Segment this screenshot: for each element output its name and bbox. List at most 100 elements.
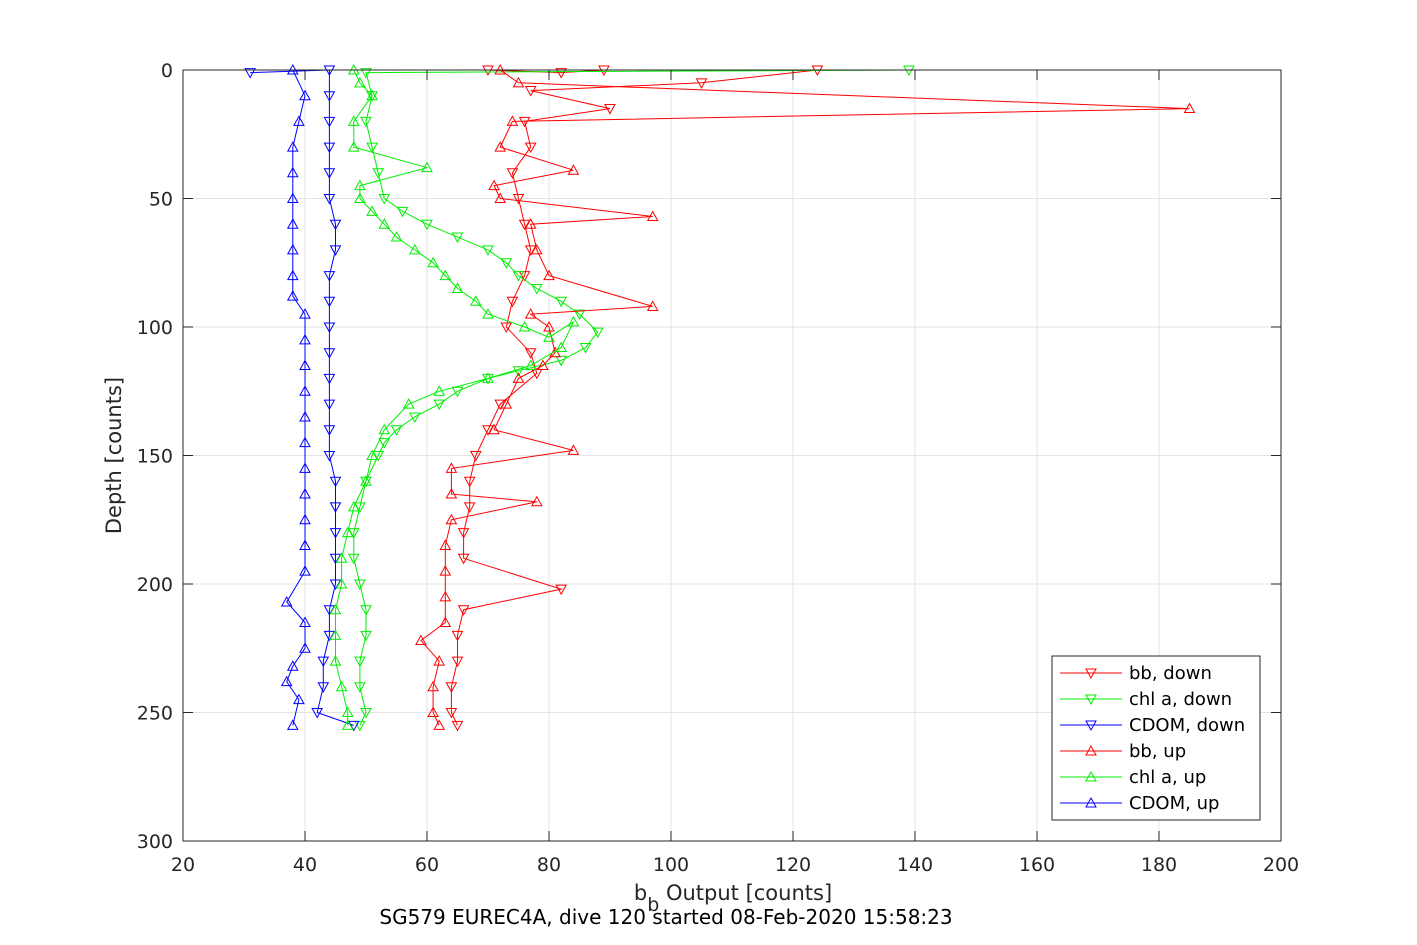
data-point [604, 104, 616, 115]
data-point [354, 720, 366, 732]
data-point [451, 386, 464, 398]
data-point [323, 142, 336, 154]
data-point [280, 595, 293, 607]
data-point [354, 682, 366, 693]
data-point [512, 76, 525, 88]
data-point [427, 680, 439, 692]
data-point [451, 282, 464, 293]
data-point [439, 616, 452, 628]
data-point [360, 630, 372, 642]
legend-marker [1085, 668, 1097, 680]
data-point [299, 308, 311, 319]
data-point [500, 258, 513, 269]
data-point [494, 192, 507, 203]
data-point [299, 488, 311, 499]
data-point [323, 399, 336, 411]
data-point [439, 590, 452, 602]
x-axis-label-main: b [634, 881, 647, 905]
data-point [286, 218, 299, 229]
series-line [250, 69, 354, 726]
data-point [506, 168, 519, 179]
data-point [323, 451, 336, 462]
y-tick-label: 50 [149, 189, 173, 211]
legend-marker [1085, 694, 1097, 706]
data-point [335, 680, 348, 692]
data-point [421, 161, 433, 173]
data-point [293, 693, 305, 705]
data-point [482, 308, 494, 319]
data-point [323, 425, 336, 436]
data-point [1183, 102, 1196, 114]
legend: bb, down chl a, down CDOM, down bb, up chl a… [1051, 655, 1261, 821]
y-tick-label: 300 [137, 831, 173, 853]
data-point [372, 168, 385, 179]
x-tick-label: 120 [775, 854, 811, 876]
data-point [512, 366, 525, 377]
data-point [354, 579, 366, 591]
series-line [286, 69, 306, 726]
data-point [347, 553, 360, 565]
x-axis-label-subscript: b [647, 894, 659, 916]
data-point [341, 719, 354, 730]
data-point [591, 327, 604, 339]
data-point [695, 78, 708, 89]
data-point [445, 462, 458, 473]
legend-label: chl a, up [1129, 767, 1206, 788]
data-point [347, 500, 360, 512]
data-point [360, 605, 372, 616]
legend-marker [1085, 744, 1097, 756]
data-point [402, 398, 415, 409]
data-point [433, 719, 446, 730]
x-tick-label: 100 [653, 854, 689, 876]
data-point [286, 141, 299, 152]
x-tick-label: 60 [415, 854, 439, 876]
data-point [524, 308, 537, 319]
data-point [524, 86, 537, 97]
data-point [543, 320, 555, 332]
data-point [323, 194, 336, 205]
data-point [378, 438, 391, 449]
data-point [512, 194, 525, 205]
plot-area [244, 63, 1196, 732]
data-point [335, 577, 348, 589]
data-point [329, 219, 342, 231]
data-point [329, 655, 342, 666]
data-point [512, 372, 525, 383]
data-point [299, 616, 311, 628]
data-point [457, 605, 470, 616]
data-point [469, 451, 482, 462]
y-tick-label: 150 [137, 446, 173, 468]
legend-marker [1085, 720, 1097, 732]
series-5 [280, 63, 311, 730]
data-point [323, 271, 336, 282]
legend-label: CDOM, up [1129, 793, 1219, 814]
data-point [457, 528, 470, 539]
data-point [427, 256, 439, 268]
data-point [524, 142, 537, 154]
x-tick-label: 80 [537, 854, 561, 876]
data-point [567, 164, 580, 175]
data-point [646, 210, 659, 221]
data-point [329, 502, 342, 513]
data-point [451, 656, 464, 668]
data-point [378, 218, 391, 229]
x-tick-label: 140 [897, 854, 933, 876]
data-point [299, 333, 311, 345]
data-point [323, 348, 336, 359]
chart-caption: SG579 EUREC4A, dive 120 started 08-Feb-2… [379, 905, 952, 929]
data-point [518, 320, 531, 332]
data-point [244, 68, 256, 79]
data-point [445, 513, 458, 525]
data-point [366, 205, 378, 216]
data-point [354, 179, 366, 191]
data-point [323, 91, 336, 102]
data-point [299, 565, 311, 576]
data-point [293, 115, 305, 126]
y-tick-label: 100 [137, 317, 173, 339]
data-point [299, 89, 311, 101]
x-axis-label: bb Output [counts] [634, 881, 832, 916]
data-point [415, 634, 427, 646]
data-point [299, 385, 311, 396]
x-axis-label-rest: Output [counts] [659, 881, 832, 905]
